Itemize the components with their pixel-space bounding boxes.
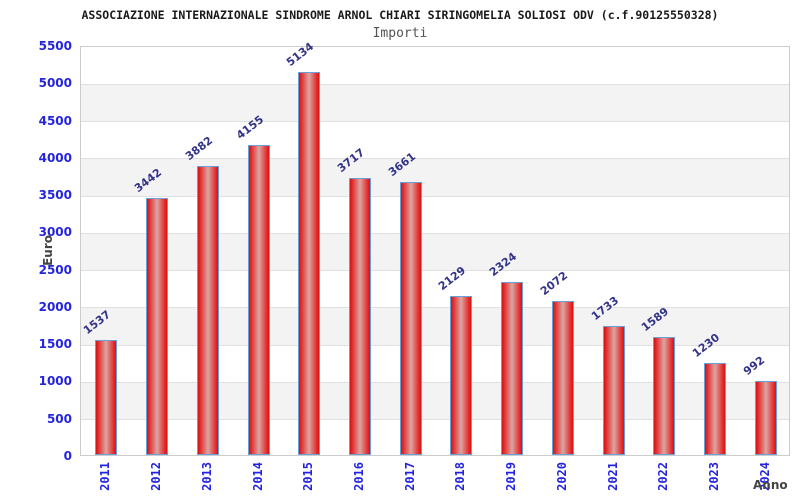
y-tick-label: 4500 (38, 113, 72, 128)
y-tick-label: 5000 (38, 76, 72, 91)
background-band (81, 382, 789, 420)
x-tick-label: 2023 (706, 462, 721, 491)
bar-value-label: 2072 (537, 268, 570, 298)
y-tick-label: 3500 (38, 188, 72, 203)
y-tick-label: 3000 (38, 225, 72, 240)
gridline (81, 158, 789, 160)
bar-2022 (653, 336, 676, 455)
chart-subtitle: Importi (372, 26, 428, 41)
bar-2017 (399, 182, 422, 455)
bar-value-label: 992 (740, 353, 767, 379)
bar-2014 (247, 145, 270, 455)
bar-2016 (348, 177, 371, 455)
y-tick-label: 2500 (38, 262, 72, 277)
x-tick-label: 2013 (199, 462, 214, 491)
x-tick-label: 2016 (351, 462, 366, 491)
x-tick-label: 2012 (149, 462, 164, 491)
gridline (81, 381, 789, 383)
x-tick-label: 2018 (453, 462, 468, 491)
gridline (81, 344, 789, 346)
y-tick-label: 1500 (38, 337, 72, 352)
bar-2011 (95, 340, 118, 455)
x-tick-label: 2011 (98, 462, 113, 491)
x-tick-label: 2022 (656, 462, 671, 491)
gridline (81, 270, 789, 272)
x-tick-label: 2019 (504, 462, 519, 491)
x-tick-label: 2021 (605, 462, 620, 491)
plot-area: 1537 3442 3882 4155 5134 3717 3661 2129 2324 2072… (80, 40, 790, 456)
background-band (81, 233, 789, 271)
background-band (81, 84, 789, 122)
bar-2015 (298, 72, 321, 455)
chart-title: ASSOCIAZIONE INTERNAZIONALE SINDROME ARN… (81, 8, 719, 22)
bar-2023 (703, 363, 726, 455)
background-band (81, 307, 789, 346)
y-tick-label: 5500 (38, 39, 72, 53)
x-tick-label: 2014 (250, 462, 265, 491)
bar-value-label: 5134 (284, 40, 317, 70)
gridline (81, 307, 789, 309)
y-tick-label: 500 (46, 411, 72, 426)
bar-2019 (501, 281, 524, 455)
gridline (81, 121, 789, 123)
gridline (81, 232, 789, 234)
y-tick-label: 0 (63, 449, 72, 463)
y-tick-label: 1000 (38, 374, 72, 389)
x-tick-label: 2015 (301, 462, 316, 491)
y-tick-label: 2000 (38, 299, 72, 314)
x-tick-label: 2017 (402, 462, 417, 491)
y-axis-title: Euro (41, 235, 55, 266)
bar-2018 (450, 296, 473, 455)
gridline (81, 195, 789, 197)
bar-2024 (754, 381, 777, 455)
x-axis-title: Anno (753, 478, 788, 492)
gridline (81, 419, 789, 421)
bar-2020 (551, 300, 574, 455)
x-tick-label: 2020 (554, 462, 569, 491)
y-tick-label: 4000 (38, 150, 72, 165)
bar-2021 (602, 325, 625, 455)
background-band (81, 158, 789, 197)
gridline (81, 83, 789, 85)
bar-2013 (196, 165, 219, 455)
bar-2012 (146, 198, 169, 455)
